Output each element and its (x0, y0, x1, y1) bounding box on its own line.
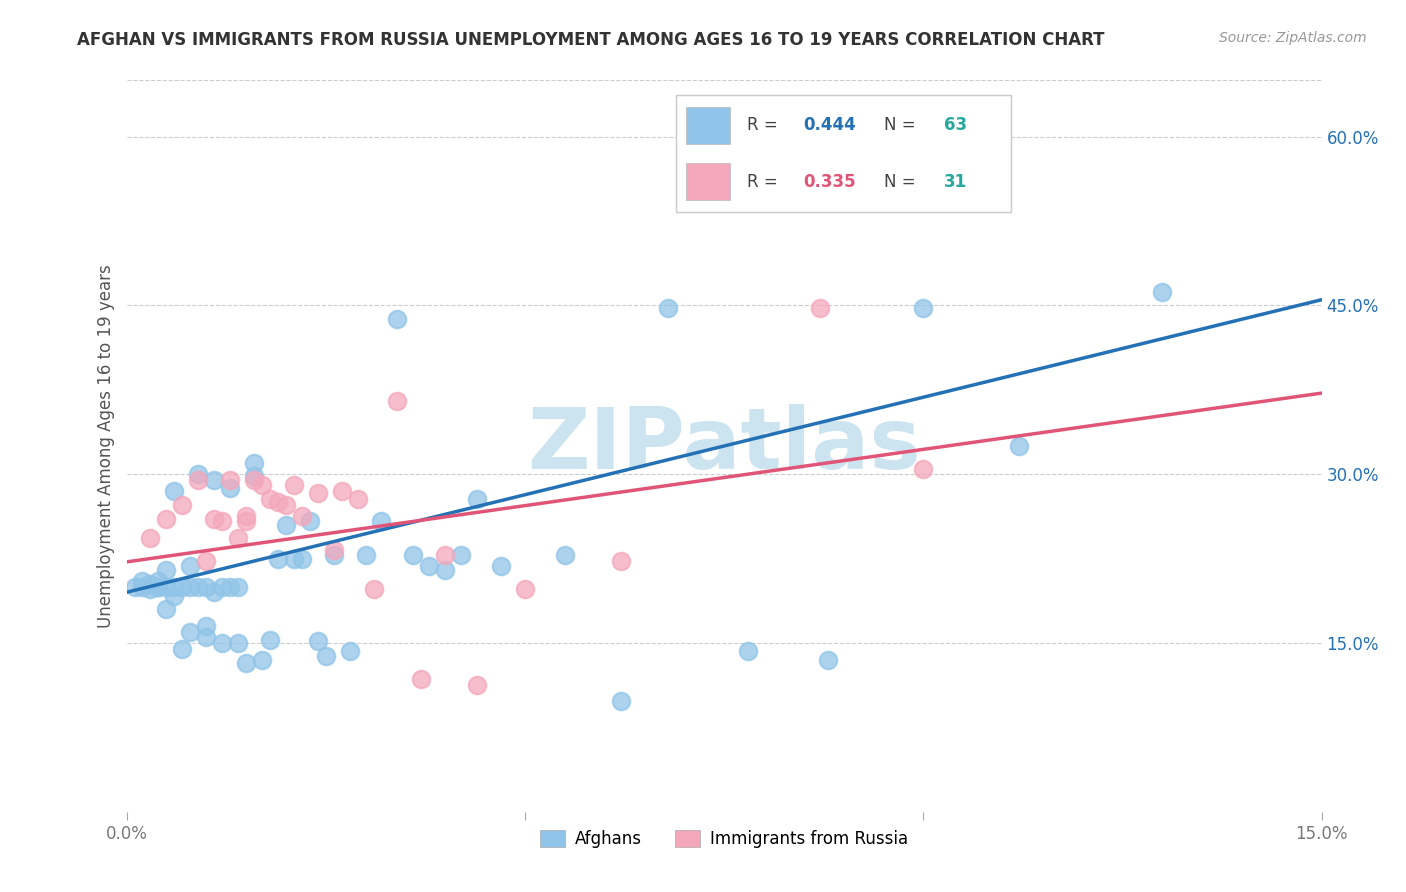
Point (657, 301, 679, 315)
Point (195, 630, 218, 644)
Point (259, 491, 281, 506)
Point (226, 531, 249, 545)
Point (187, 473, 209, 487)
Point (346, 491, 368, 506)
Point (211, 580, 233, 594)
Point (139, 531, 162, 545)
Point (808, 301, 831, 315)
Point (235, 656, 257, 670)
Point (211, 515, 233, 529)
Point (163, 580, 186, 594)
Point (219, 580, 242, 594)
Point (163, 483, 186, 498)
Legend: Afghans, Immigrants from Russia: Afghans, Immigrants from Russia (533, 823, 915, 855)
Point (370, 515, 392, 529)
Point (418, 559, 440, 574)
Point (202, 585, 225, 599)
Point (148, 580, 170, 594)
Point (235, 508, 257, 523)
Point (202, 473, 225, 487)
Point (912, 461, 935, 475)
Point (259, 632, 281, 647)
Text: ZIPatlas: ZIPatlas (527, 404, 921, 488)
Point (434, 563, 457, 577)
Point (172, 580, 194, 594)
Point (489, 559, 512, 574)
Point (283, 551, 305, 566)
Point (322, 548, 344, 562)
Point (411, 672, 433, 686)
Point (243, 469, 266, 483)
Point (195, 580, 218, 594)
Point (139, 582, 162, 596)
Point (148, 580, 170, 594)
Point (554, 548, 576, 562)
Point (267, 495, 290, 509)
Point (155, 580, 177, 594)
Point (609, 694, 631, 708)
Point (465, 491, 488, 506)
Point (291, 508, 314, 523)
Point (307, 486, 329, 500)
Point (179, 559, 201, 574)
Point (274, 498, 297, 512)
Point (513, 582, 536, 596)
Point (172, 641, 194, 656)
Point (250, 478, 273, 492)
Text: Source: ZipAtlas.com: Source: ZipAtlas.com (1219, 31, 1367, 45)
Point (339, 644, 361, 658)
Point (202, 512, 225, 526)
Point (195, 554, 218, 568)
Point (267, 551, 290, 566)
Point (465, 677, 488, 691)
Point (363, 582, 385, 596)
Point (298, 515, 321, 529)
Point (1008, 439, 1031, 453)
Point (817, 653, 839, 667)
Text: AFGHAN VS IMMIGRANTS FROM RUSSIA UNEMPLOYMENT AMONG AGES 16 TO 19 YEARS CORRELAT: AFGHAN VS IMMIGRANTS FROM RUSSIA UNEMPLO… (77, 31, 1105, 49)
Point (155, 512, 177, 526)
Point (148, 574, 170, 588)
Point (402, 548, 425, 562)
Point (274, 517, 297, 532)
Point (315, 649, 337, 664)
Point (291, 551, 314, 566)
Point (434, 548, 457, 562)
Point (912, 301, 935, 315)
Point (322, 542, 344, 557)
Point (219, 473, 242, 487)
Point (187, 580, 209, 594)
Point (139, 577, 162, 591)
Point (283, 478, 305, 492)
Point (163, 589, 186, 603)
Point (243, 456, 266, 470)
Point (179, 580, 201, 594)
Point (235, 515, 257, 529)
Point (737, 644, 759, 658)
Point (226, 580, 249, 594)
Point (387, 311, 409, 326)
Point (179, 624, 201, 639)
Point (330, 483, 353, 498)
Point (1152, 285, 1174, 299)
Point (250, 653, 273, 667)
Point (609, 554, 631, 568)
Point (450, 548, 472, 562)
Y-axis label: Unemployment Among Ages 16 to 19 years: Unemployment Among Ages 16 to 19 years (97, 264, 115, 628)
Point (195, 619, 218, 633)
Point (124, 580, 146, 594)
Point (307, 633, 329, 648)
Point (211, 636, 233, 650)
Point (131, 574, 153, 588)
Point (226, 636, 249, 650)
Point (243, 473, 266, 487)
Point (172, 498, 194, 512)
Point (187, 467, 209, 482)
Point (155, 602, 177, 616)
Point (354, 548, 377, 562)
Point (219, 481, 242, 495)
Point (131, 580, 153, 594)
Point (155, 563, 177, 577)
Point (387, 394, 409, 409)
